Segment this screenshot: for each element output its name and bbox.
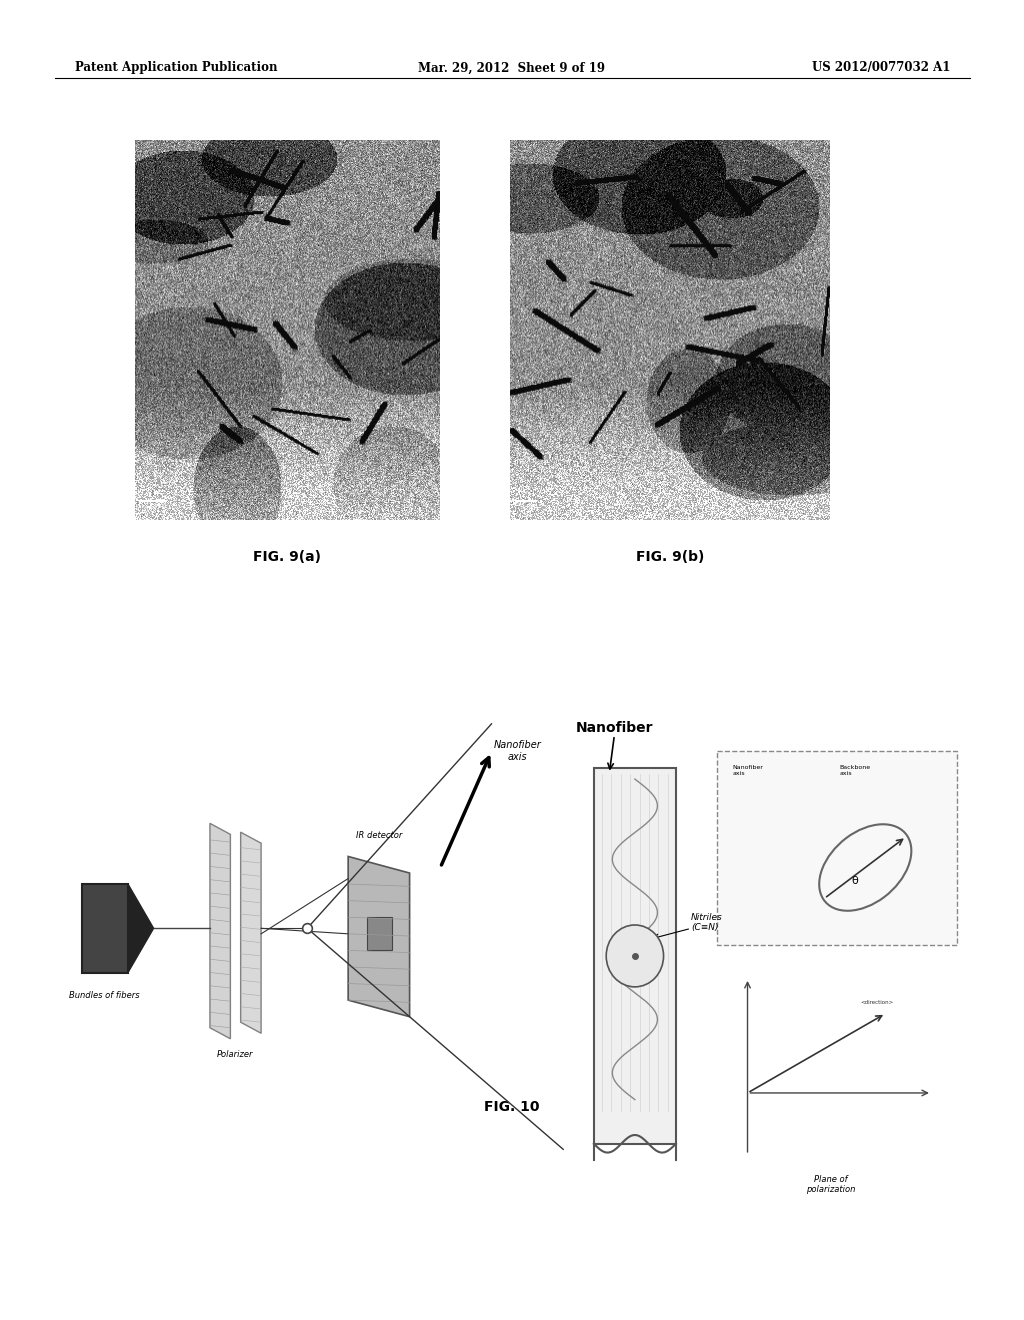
Bar — [717, 751, 957, 945]
Circle shape — [606, 925, 664, 987]
Polygon shape — [348, 857, 410, 1016]
Text: Nanofiber
axis: Nanofiber axis — [732, 764, 763, 776]
Text: FIG. 10: FIG. 10 — [484, 1100, 540, 1114]
Text: <direction>: <direction> — [860, 999, 893, 1005]
Text: FIG. 9(b): FIG. 9(b) — [636, 550, 705, 564]
Text: FIG. 9(a): FIG. 9(a) — [253, 550, 321, 564]
Text: Bundles of fibers: Bundles of fibers — [70, 991, 139, 1001]
Text: Backbone
axis: Backbone axis — [840, 764, 870, 776]
Polygon shape — [210, 824, 230, 1039]
Text: 22 nm: 22 nm — [144, 503, 166, 508]
Text: 4 nm: 4 nm — [519, 503, 538, 508]
Text: θ: θ — [852, 875, 858, 886]
Text: Nanofiber
axis: Nanofiber axis — [494, 741, 541, 762]
Text: Plane of
polarization: Plane of polarization — [806, 1175, 855, 1195]
Text: Nanofiber: Nanofiber — [575, 721, 653, 735]
Text: Nitriles
(C≡N): Nitriles (C≡N) — [691, 913, 723, 932]
Bar — [82, 884, 128, 973]
Bar — [594, 768, 676, 1144]
Polygon shape — [128, 884, 154, 973]
Text: IR detector: IR detector — [355, 830, 402, 840]
Bar — [367, 917, 392, 950]
Text: Polarizer: Polarizer — [217, 1049, 254, 1059]
Text: US 2012/0077032 A1: US 2012/0077032 A1 — [812, 62, 950, 74]
Polygon shape — [241, 832, 261, 1034]
Text: Mar. 29, 2012  Sheet 9 of 19: Mar. 29, 2012 Sheet 9 of 19 — [419, 62, 605, 74]
Text: Patent Application Publication: Patent Application Publication — [75, 62, 278, 74]
